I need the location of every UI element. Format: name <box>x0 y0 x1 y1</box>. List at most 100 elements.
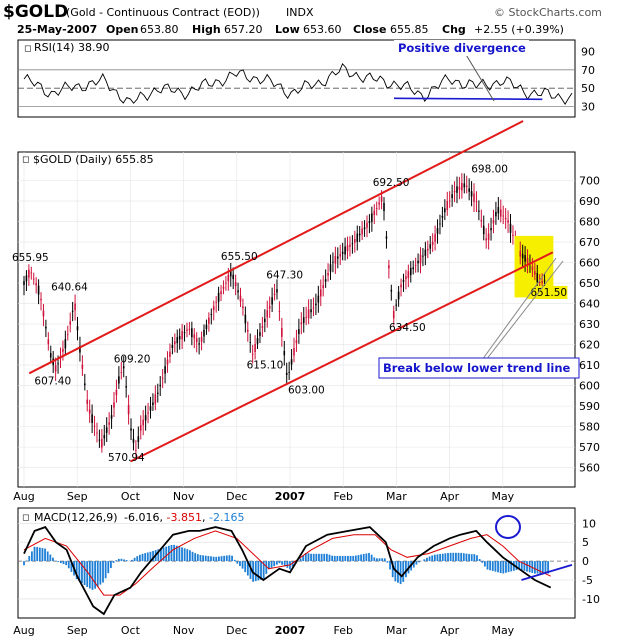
open-value: 653.80 <box>140 23 179 36</box>
price-candle-body <box>130 428 132 431</box>
price-candle-body <box>174 341 176 345</box>
macd-hist-bar <box>441 553 444 562</box>
macd-hist-bar <box>215 556 218 562</box>
macd-hist-bar <box>376 558 378 562</box>
price-month-label: Apr <box>440 490 460 503</box>
macd-hist-bar <box>349 555 352 562</box>
price-candle-body <box>441 215 444 218</box>
price-candle-body <box>154 394 157 404</box>
quote-date: 25-May-2007 <box>17 23 97 36</box>
price-candle-body <box>171 344 174 349</box>
macd-hist-bar <box>233 559 236 562</box>
price-candle-body <box>278 311 281 313</box>
price-candle-body <box>147 412 149 414</box>
macd-hist-bar <box>67 561 70 569</box>
price-candle-body <box>295 340 298 344</box>
price-candle-body <box>105 427 108 433</box>
price-candle-body <box>521 253 524 259</box>
price-candle-body <box>135 450 137 451</box>
macd-hist-bar <box>344 555 347 562</box>
price-month-label: Sep <box>67 490 88 503</box>
price-candle-body <box>149 406 152 411</box>
macd-hist-bar <box>433 554 436 562</box>
price-candle-body <box>91 414 93 423</box>
price-candle-body <box>203 329 205 337</box>
macd-legend: ◻ MACD(12,26,9) -6.016, -3.851, -2.165 <box>22 511 244 524</box>
macd-hist-bar <box>146 552 149 562</box>
macd-hist-bar <box>228 555 231 562</box>
macd-hist-bar <box>104 561 107 579</box>
price-candle-body <box>495 211 497 217</box>
open-label: Open <box>106 23 139 36</box>
macd-hist-bar <box>115 560 118 562</box>
macd-hist-bar <box>354 555 357 562</box>
high-value: 657.20 <box>224 23 263 36</box>
rsi-annotation-pointer <box>464 52 495 102</box>
macd-hist-bar <box>199 554 202 562</box>
macd-hist-bar <box>460 552 463 562</box>
price-candle-body <box>519 250 522 257</box>
macd-hist-bar <box>102 561 104 583</box>
price-candle-body <box>69 321 72 325</box>
macd-hist-bar <box>178 546 181 562</box>
macd-hist-bar <box>370 554 373 562</box>
macd-hist-bar <box>152 550 154 562</box>
price-candle-body <box>361 228 363 235</box>
price-month-label: Aug <box>13 490 34 503</box>
macd-hist-bar <box>183 548 186 562</box>
macd-hist-bar <box>23 561 25 566</box>
price-candle-body <box>526 258 529 264</box>
macd-hist-bar <box>307 553 310 562</box>
price-candle-body <box>195 338 198 343</box>
macd-hist-bar <box>65 561 68 566</box>
macd-hist-bar <box>191 551 194 562</box>
macd-month-label: Feb <box>333 624 352 637</box>
price-candle-body <box>332 261 334 263</box>
price-candle-body <box>412 267 415 270</box>
macd-hist-bar <box>273 561 276 567</box>
macd-hist-bar <box>157 549 160 562</box>
macd-hist-bar <box>160 548 162 562</box>
macd-hist-bar <box>365 553 368 562</box>
price-candle-body <box>66 334 69 336</box>
macd-hist-bar <box>478 559 481 562</box>
macd-hist-bar <box>404 561 407 578</box>
price-candle-body <box>380 196 383 202</box>
macd-hist-bar <box>265 561 268 574</box>
price-candle-body <box>419 254 422 264</box>
close-label: Close <box>353 23 386 36</box>
macd-hist-bar <box>196 554 199 562</box>
price-candle-body <box>504 217 507 220</box>
macd-hist-bar <box>455 552 457 562</box>
price-candle-body <box>473 193 475 202</box>
price-candle-body <box>388 265 390 269</box>
macd-hist-bar <box>204 555 207 562</box>
price-point-label: 698.00 <box>471 164 508 176</box>
price-title: $GOLD (Daily) 655.85 <box>33 153 154 166</box>
macd-hist-bar <box>207 556 210 562</box>
price-candle-body <box>115 389 118 396</box>
macd-month-label: Sep <box>67 624 88 637</box>
macd-hist-bar <box>231 555 233 562</box>
price-candle-body <box>176 337 179 344</box>
price-candle-body <box>28 269 30 278</box>
macd-month-label: Oct <box>121 624 141 637</box>
macd-tick-labels: -10 -5 0 5 10 <box>582 517 600 606</box>
macd-hist-bar <box>449 552 452 562</box>
price-candle-body <box>249 342 252 343</box>
price-tick: 560 <box>579 462 600 475</box>
rsi-tick: 30 <box>581 101 595 114</box>
price-candle-body <box>417 260 419 264</box>
macd-hist-bar <box>389 561 391 570</box>
macd-line <box>23 526 552 616</box>
break-annotation-box <box>378 357 580 379</box>
price-tick: 680 <box>579 216 600 229</box>
price-candle-body <box>181 331 183 340</box>
price-candle-body <box>98 439 101 441</box>
price-candle-body <box>127 405 130 415</box>
macd-hist-bar <box>523 561 526 571</box>
price-candle-body <box>524 255 526 262</box>
macd-hist-bar <box>225 555 228 562</box>
price-candle-body <box>205 324 208 330</box>
macd-hist-bar <box>189 550 191 562</box>
